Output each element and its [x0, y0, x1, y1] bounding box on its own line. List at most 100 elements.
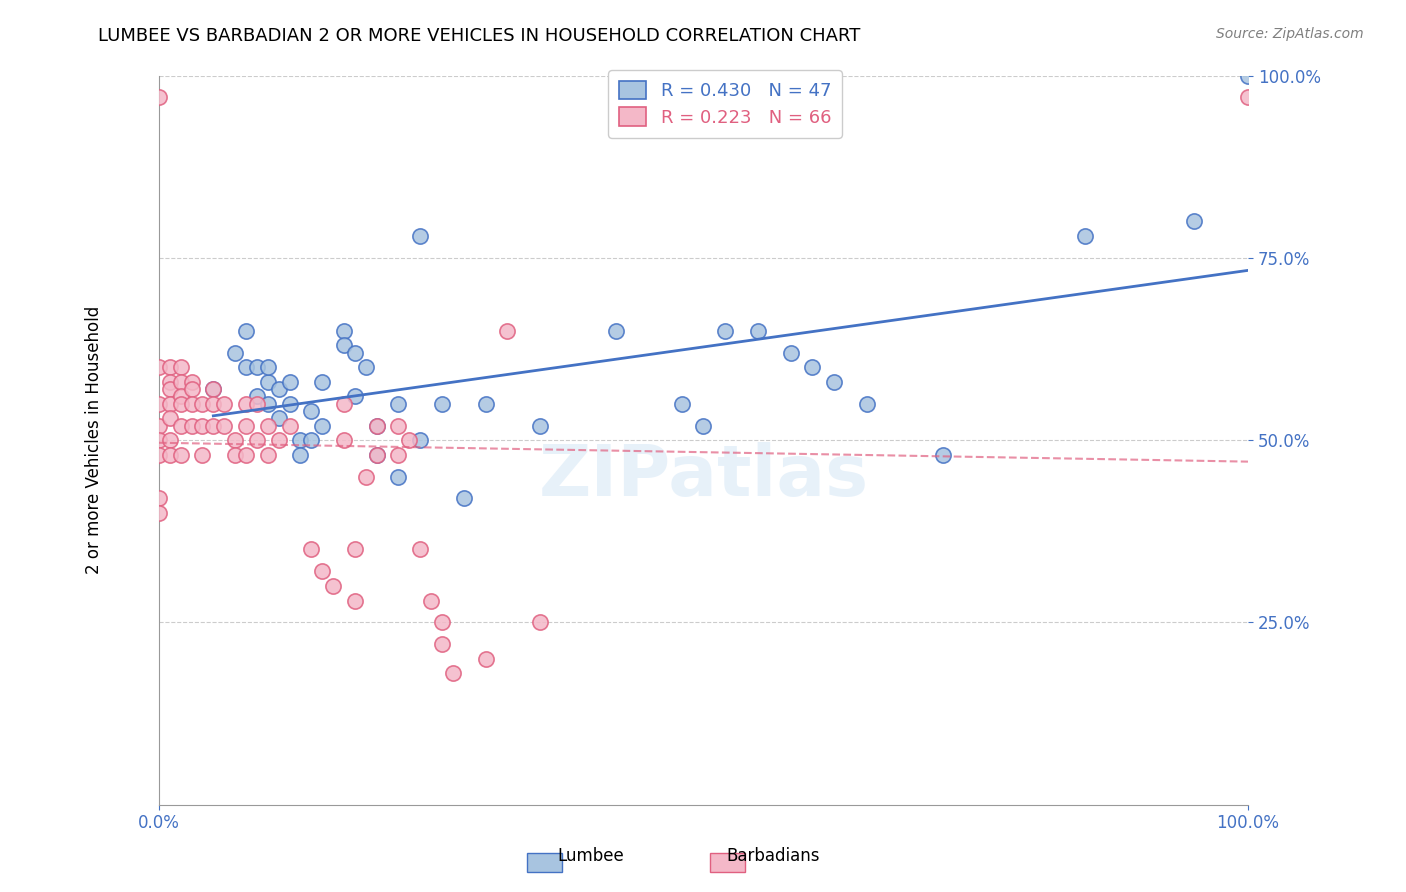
Point: [180, 397, 202, 411]
Point: [267, 382, 290, 396]
Point: [256, 418, 278, 433]
Point: [779, 345, 801, 359]
Point: [278, 375, 301, 389]
Point: [235, 360, 257, 375]
Point: [246, 433, 269, 447]
Point: [212, 397, 235, 411]
Point: [191, 448, 214, 462]
Point: [256, 397, 278, 411]
Point: [343, 389, 366, 403]
Point: [290, 448, 312, 462]
Point: [159, 397, 181, 411]
Point: [191, 418, 214, 433]
Point: [148, 360, 170, 375]
Point: [169, 360, 191, 375]
Point: [671, 397, 693, 411]
Point: [333, 433, 356, 447]
Point: [529, 615, 551, 630]
Point: [409, 542, 432, 557]
Point: [159, 382, 181, 396]
Point: [1237, 90, 1260, 104]
Point: [159, 360, 181, 375]
Point: [290, 433, 312, 447]
Point: [299, 542, 322, 557]
Point: [823, 375, 845, 389]
Point: [529, 418, 551, 433]
Point: [430, 397, 453, 411]
Point: [148, 433, 170, 447]
Point: [474, 652, 496, 666]
Point: [191, 397, 214, 411]
Point: [202, 418, 225, 433]
Point: [322, 579, 344, 593]
Point: [366, 448, 388, 462]
Point: [159, 411, 181, 425]
Text: Barbadians: Barbadians: [727, 847, 820, 865]
Point: [311, 375, 333, 389]
Point: [932, 448, 955, 462]
Point: [212, 418, 235, 433]
Point: [235, 448, 257, 462]
Point: [387, 448, 409, 462]
Point: [366, 418, 388, 433]
Point: [430, 615, 453, 630]
Point: [256, 375, 278, 389]
Point: [202, 382, 225, 396]
Point: [855, 397, 877, 411]
Point: [278, 397, 301, 411]
Point: [430, 637, 453, 651]
Point: [354, 360, 377, 375]
Point: [169, 375, 191, 389]
Point: [343, 345, 366, 359]
Point: [159, 375, 181, 389]
Point: [311, 565, 333, 579]
Point: [202, 382, 225, 396]
Text: Lumbee: Lumbee: [557, 847, 624, 865]
Point: [148, 418, 170, 433]
Point: [387, 397, 409, 411]
Bar: [710, 853, 745, 872]
Point: [169, 389, 191, 403]
Point: [387, 418, 409, 433]
Point: [256, 360, 278, 375]
Point: [354, 469, 377, 483]
Point: [159, 433, 181, 447]
Point: [246, 389, 269, 403]
Point: [148, 448, 170, 462]
Point: [246, 360, 269, 375]
Point: [496, 324, 519, 338]
Point: [420, 593, 443, 607]
Point: [387, 469, 409, 483]
Point: [148, 397, 170, 411]
Text: ZIPatlas: ZIPatlas: [538, 442, 869, 511]
Point: [747, 324, 769, 338]
Point: [235, 418, 257, 433]
Point: [180, 382, 202, 396]
Y-axis label: 2 or more Vehicles in Household: 2 or more Vehicles in Household: [86, 306, 103, 574]
Point: [235, 324, 257, 338]
Point: [224, 433, 246, 447]
Point: [224, 448, 246, 462]
Point: [148, 90, 170, 104]
Point: [224, 345, 246, 359]
Point: [267, 411, 290, 425]
Point: [801, 360, 824, 375]
Point: [202, 397, 225, 411]
Point: [441, 666, 464, 681]
Point: [605, 324, 627, 338]
Point: [343, 542, 366, 557]
Legend: R = 0.430   N = 47, R = 0.223   N = 66: R = 0.430 N = 47, R = 0.223 N = 66: [609, 70, 842, 137]
Bar: [527, 853, 562, 872]
Point: [299, 433, 322, 447]
Point: [366, 418, 388, 433]
Point: [409, 433, 432, 447]
Point: [333, 324, 356, 338]
Point: [148, 491, 170, 506]
Point: [148, 506, 170, 520]
Point: [1182, 214, 1205, 228]
Point: [366, 448, 388, 462]
Point: [180, 375, 202, 389]
Point: [453, 491, 475, 506]
Text: Source: ZipAtlas.com: Source: ZipAtlas.com: [1216, 27, 1364, 41]
Point: [299, 404, 322, 418]
